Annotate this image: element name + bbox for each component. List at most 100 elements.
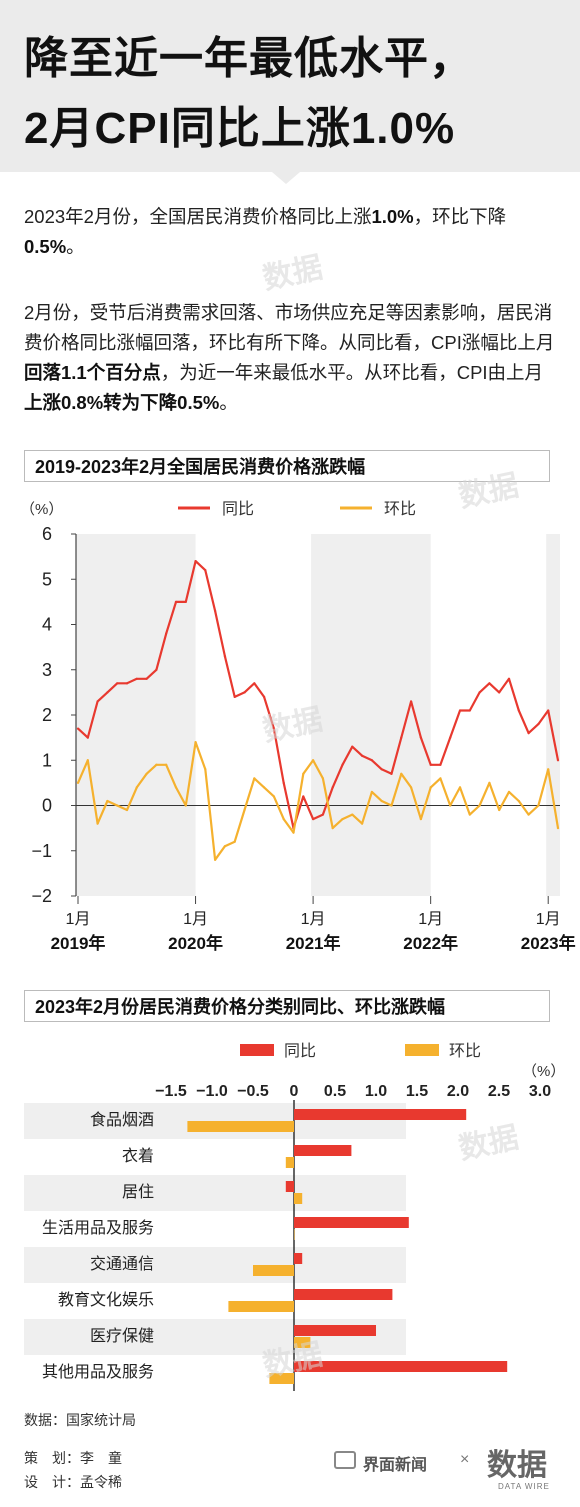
x-tick-label: −1.0 (196, 1083, 228, 1100)
header-notch (272, 172, 300, 184)
x-year-label: 2022年 (403, 933, 458, 953)
data-point (106, 799, 109, 803)
bar (269, 1373, 294, 1384)
data-point (116, 804, 119, 807)
data-point (498, 691, 501, 694)
source-note: 数据：国家统计局 (24, 1412, 136, 1428)
year-band (76, 534, 196, 896)
data-point (135, 786, 138, 789)
data-point (517, 709, 520, 712)
data-point (302, 795, 305, 798)
data-point (184, 600, 187, 603)
row-band (24, 1247, 406, 1283)
data-point (155, 668, 158, 671)
bar (294, 1229, 295, 1240)
data-point (223, 845, 227, 848)
y-tick-label: 6 (42, 524, 52, 544)
y-tick-label: −2 (31, 886, 52, 906)
y-tick-label: 1 (42, 750, 52, 770)
y-tick-label: 5 (42, 569, 52, 589)
category-label: 衣着 (122, 1147, 154, 1165)
data-point (478, 804, 481, 807)
bar (253, 1265, 294, 1276)
bar (294, 1193, 303, 1204)
legend-swatch (405, 1044, 439, 1056)
data-point (439, 763, 442, 766)
data-point (204, 768, 207, 771)
data-point (204, 569, 207, 572)
data-point (331, 786, 334, 789)
data-point (302, 772, 305, 775)
planner-name: 李 童 (80, 1450, 122, 1466)
bar (228, 1301, 294, 1312)
bar (294, 1289, 393, 1300)
bar (294, 1361, 508, 1372)
data-point (125, 808, 129, 812)
x-year-label: 2023年 (521, 933, 576, 953)
data-point (312, 817, 315, 821)
y-tick-label: 0 (42, 796, 52, 816)
x-tick-label: 3.0 (529, 1083, 551, 1100)
category-label: 教育文化娱乐 (58, 1291, 154, 1309)
intro-highlight: 回落1.1个百分点 (24, 362, 161, 383)
data-point (145, 772, 148, 775)
data-point (458, 709, 462, 712)
brand-separator: × (460, 1451, 470, 1468)
data-point (458, 786, 462, 789)
data-point (272, 795, 276, 798)
data-point (360, 822, 364, 825)
data-point (76, 727, 80, 730)
y-unit-label: （%） (20, 501, 63, 518)
intro-paragraph-2: 2月份，受节后消费需求回落、市场供应充足等因素影响，居民消费价格同比涨幅回落，环… (24, 298, 560, 418)
line-chart: −2 −1 0 1 2 3 4 5 6 （%） 同比 环比 1月 2019年 1月 2020年 1月 2021年 1… (20, 500, 576, 953)
data-point (556, 827, 560, 830)
series-line (77, 559, 560, 830)
legend-swatch (240, 1044, 274, 1056)
chart1-title: 2019-2023年2月全国居民消费价格涨跌幅 (24, 450, 550, 482)
intro-text: ，为近一年来最低水平。从环比看，CPI由上月 (160, 362, 544, 383)
data-point (106, 691, 109, 694)
data-point (86, 759, 89, 762)
x-tick-label: 2.0 (447, 1083, 469, 1100)
data-point (86, 736, 89, 739)
data-point (263, 695, 266, 698)
y-tick-label: 3 (42, 660, 52, 680)
data-point (537, 804, 540, 807)
intro-text: 2月份，受节后消费需求回落、市场供应充足等因素影响，居民消费价格同比涨幅回落，环… (24, 302, 555, 353)
data-point (556, 759, 560, 762)
data-point (419, 736, 422, 739)
x-tick-label: 1月 (66, 911, 91, 928)
data-point (390, 772, 393, 775)
data-point (331, 827, 334, 830)
category-label: 食品烟酒 (90, 1111, 154, 1129)
data-point (312, 759, 315, 762)
intro-text: 。 (66, 236, 85, 257)
data-point (214, 858, 217, 861)
data-point (165, 763, 168, 766)
data-point (184, 804, 187, 807)
data-point (341, 817, 344, 821)
x-tick-label: 2.5 (488, 1083, 510, 1100)
intro-paragraph-1: 2023年2月份，全国居民消费价格同比上涨1.0%，环比下降 0.5%。 (24, 202, 560, 262)
intro-highlight: 1.0% (371, 206, 414, 227)
legend-label: 环比 (384, 500, 416, 518)
data-point (341, 763, 344, 766)
category-label: 医疗保健 (90, 1327, 154, 1345)
data-point (537, 722, 540, 726)
x-year-label: 2021年 (286, 933, 341, 953)
row-band (24, 1175, 406, 1211)
data-point (96, 700, 99, 703)
data-point (429, 786, 432, 789)
data-point (174, 600, 178, 603)
x-year-label: 2019年 (51, 933, 106, 953)
data-point (488, 682, 491, 685)
data-point (390, 804, 393, 807)
x-tick-label: 1.0 (365, 1083, 387, 1100)
data-point (243, 808, 246, 812)
brand-logo-datawire: 数据 (487, 1449, 547, 1482)
y-tick-label: −1 (31, 841, 52, 861)
data-point (174, 786, 178, 789)
data-point (449, 804, 452, 807)
bar (285, 1157, 294, 1168)
data-point (116, 682, 119, 685)
